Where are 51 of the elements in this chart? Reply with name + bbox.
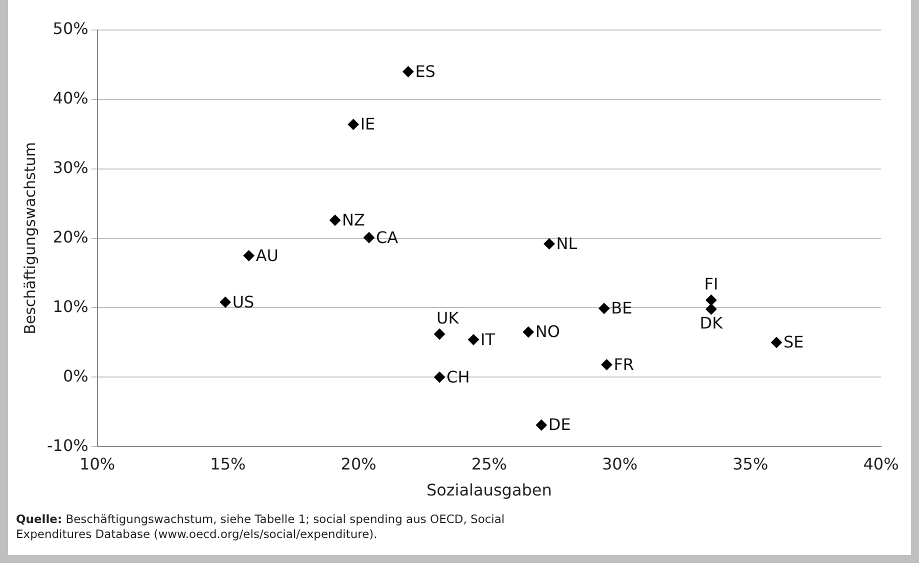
point xyxy=(598,302,610,314)
y-tick-label: 40% xyxy=(52,88,88,108)
point xyxy=(706,304,717,315)
y-tick-label: 10% xyxy=(52,296,88,316)
point xyxy=(706,294,717,306)
data-label: IE xyxy=(360,114,376,134)
x-tick-label: 30% xyxy=(602,454,638,474)
data-label: IT xyxy=(480,330,496,349)
point xyxy=(536,420,547,431)
y-axis-title: Beschäftigungswachstum xyxy=(20,142,39,334)
point xyxy=(364,232,375,244)
data-label: NL xyxy=(556,234,578,254)
point xyxy=(220,296,231,308)
data-label: US xyxy=(232,292,254,312)
point xyxy=(544,238,555,250)
data-label: SE xyxy=(784,332,804,352)
data-label: DK xyxy=(700,313,724,332)
data-label: ES xyxy=(415,62,436,81)
point xyxy=(348,118,359,130)
x-tick-label: 20% xyxy=(340,454,376,474)
data-label: FR xyxy=(614,354,634,374)
point xyxy=(434,372,446,383)
x-tick-label: 15% xyxy=(210,454,246,474)
point xyxy=(330,214,341,226)
point xyxy=(771,336,782,348)
point xyxy=(402,66,414,78)
data-label: NO xyxy=(535,322,560,342)
point xyxy=(522,326,534,338)
x-tick-label: 25% xyxy=(471,454,507,474)
data-label: NZ xyxy=(342,210,366,230)
point xyxy=(468,334,479,346)
y-tick-label: -10% xyxy=(46,436,88,455)
point xyxy=(243,250,254,262)
data-label: BE xyxy=(611,298,632,318)
y-tick-label: 50% xyxy=(52,19,88,38)
x-axis-title: Sozialausgaben xyxy=(426,480,552,500)
data-label: UK xyxy=(436,308,460,328)
x-tick-label: 10% xyxy=(80,454,116,474)
data-label: FI xyxy=(704,274,718,294)
source-note: Quelle: Beschäftigungswachstum, siehe Tabelle 1; social spending aus OECD, Social Expenditures Database (www.oecd.org/els/social/expenditure). xyxy=(16,512,506,542)
x-tick-label: 35% xyxy=(732,454,768,474)
data-label: CA xyxy=(376,228,398,247)
data-label: CH xyxy=(446,367,470,386)
data-label: AU xyxy=(256,246,278,265)
x-tick-label: 40% xyxy=(863,454,899,474)
y-tick-label: 30% xyxy=(52,158,88,178)
point xyxy=(434,328,446,340)
y-tick-label: 0% xyxy=(62,366,88,386)
point xyxy=(601,359,612,370)
y-tick-label: 20% xyxy=(52,227,88,246)
data-label: DE xyxy=(548,415,571,434)
